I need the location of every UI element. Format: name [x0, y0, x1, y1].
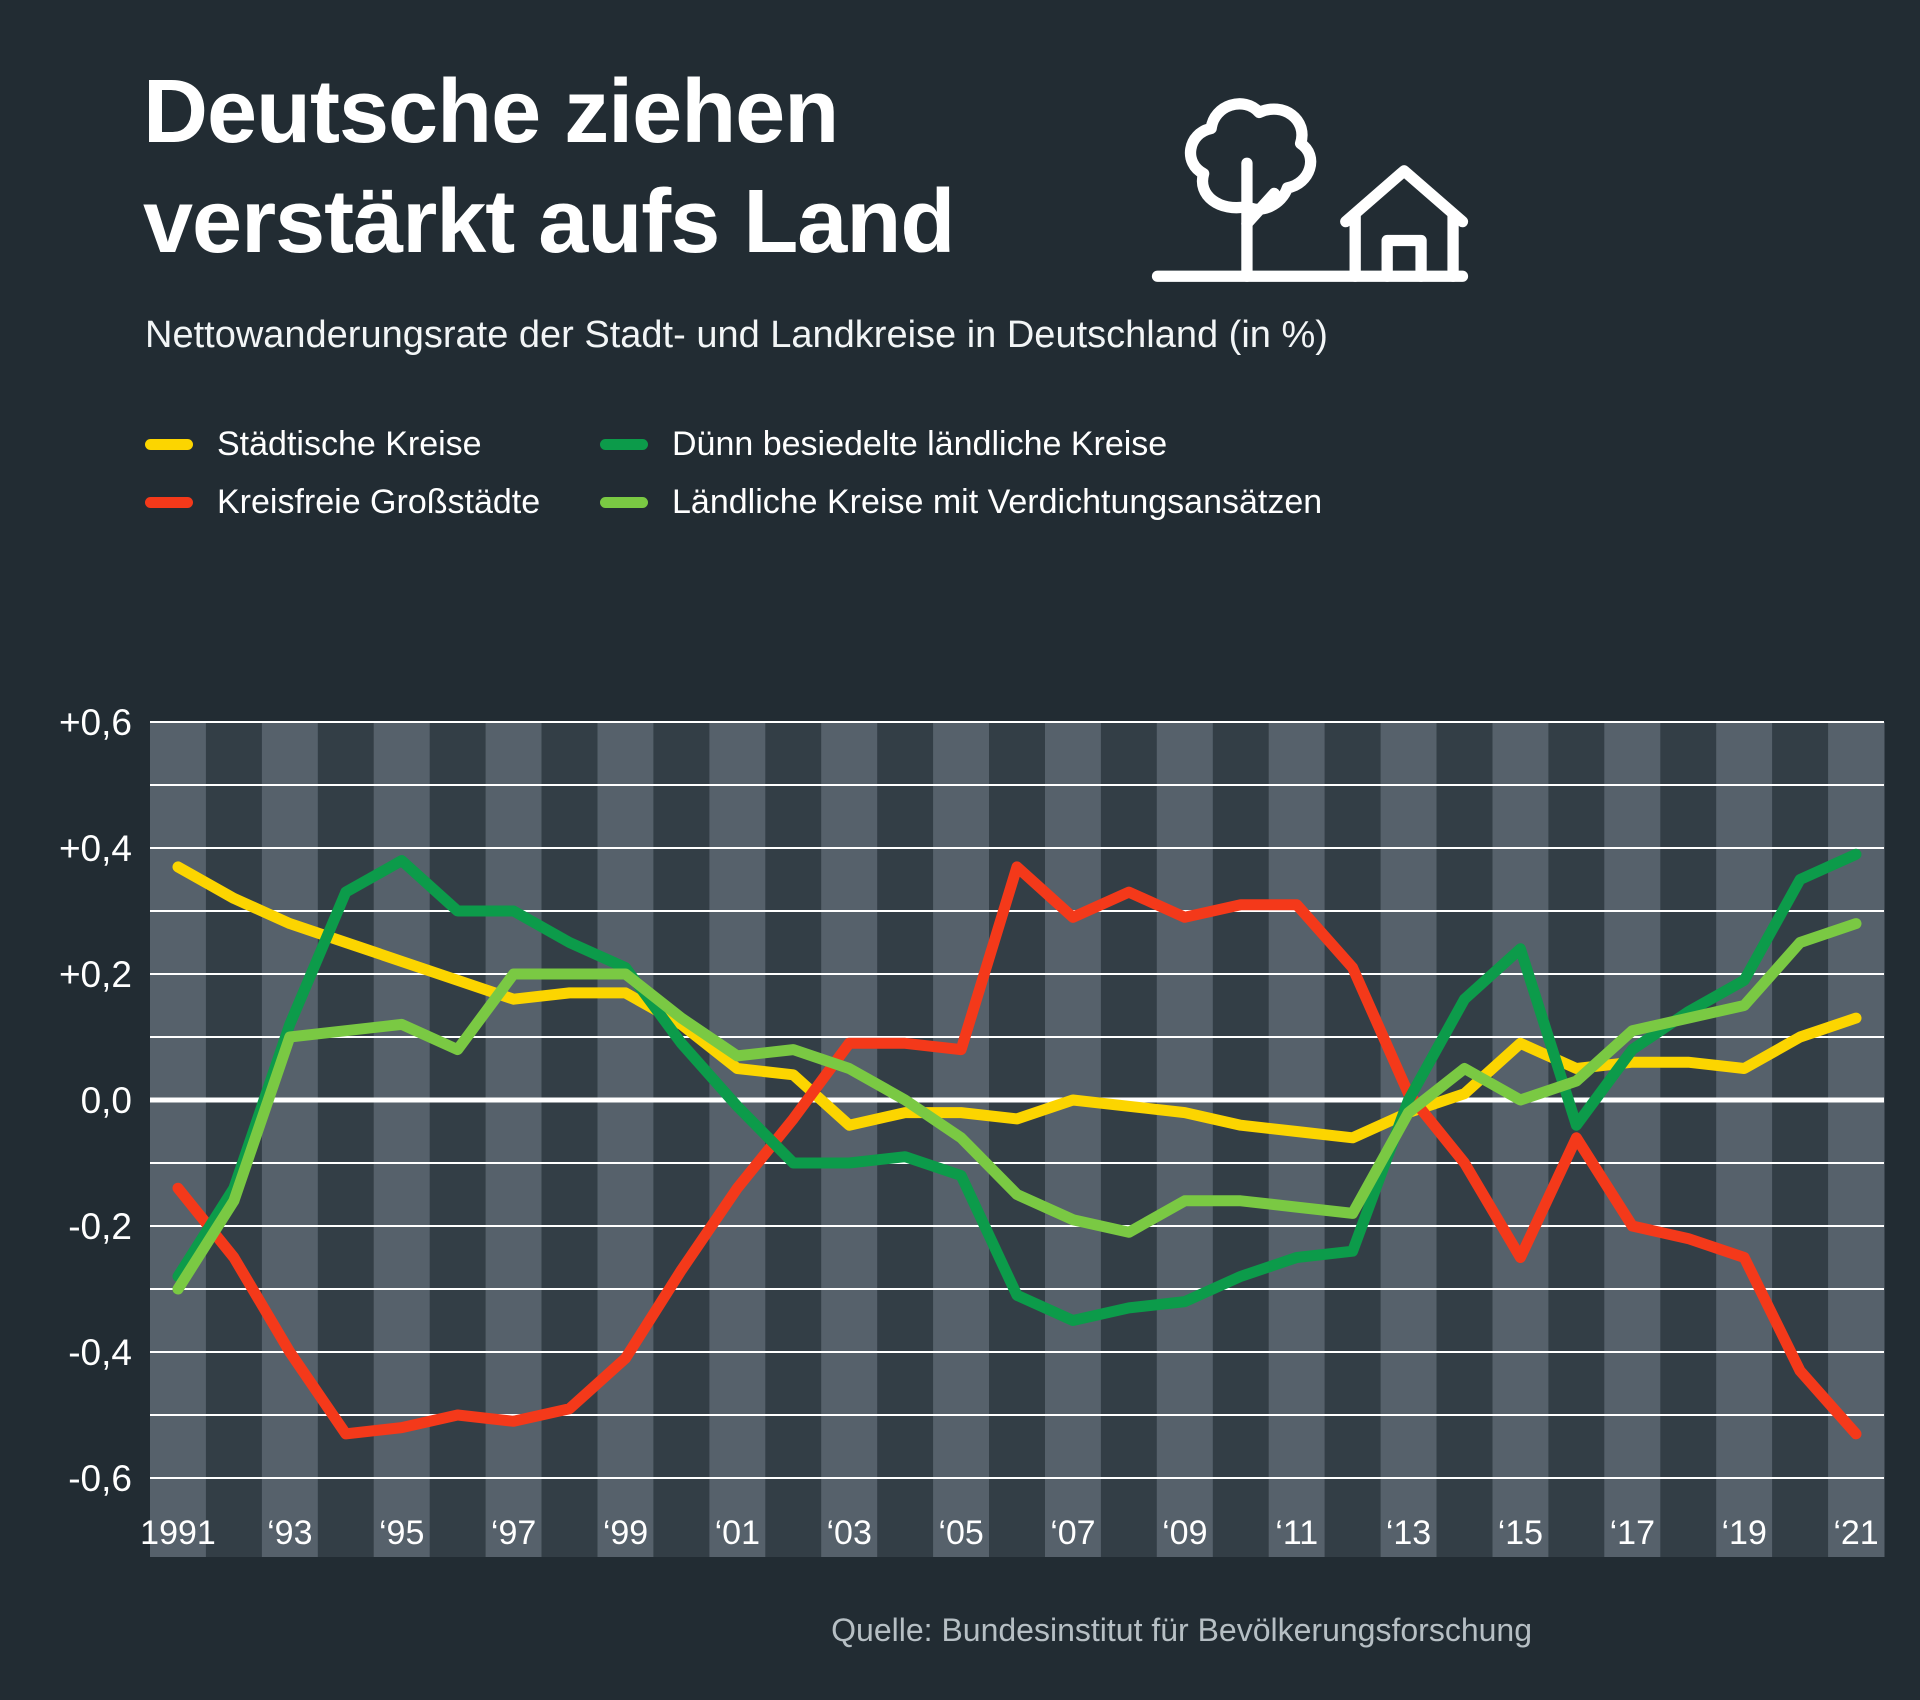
x-tick-label: ‘15: [1498, 1514, 1543, 1552]
legend-swatch-kreisfreie-grossstaedte: [145, 496, 193, 508]
year-stripe-2000: [653, 722, 710, 1557]
y-tick-label: -0,4: [68, 1332, 132, 1373]
year-stripe-1999: [597, 722, 654, 1557]
x-tick-label: ‘03: [827, 1514, 872, 1552]
y-tick-label: +0,4: [59, 828, 132, 869]
chart-line-staedtische-kreise: [172, 861, 1862, 1144]
x-tick-label: ‘01: [715, 1514, 760, 1552]
legend-swatch-duenn-besiedelte-laendliche-kreise: [600, 438, 648, 450]
legend-swatch-laendliche-kreise-mit-verdichtungsansaetzen: [600, 496, 648, 508]
chart-line-laendliche-kreise-mit-verdichtungsansaetzen: [172, 918, 1862, 1295]
x-tick-label: ‘13: [1386, 1514, 1431, 1552]
year-stripe-2020: [1772, 722, 1829, 1557]
year-stripe-2017: [1604, 722, 1661, 1557]
series-lines: [172, 848, 1862, 1440]
x-tick-label: ‘07: [1050, 1514, 1095, 1552]
x-tick-label: ‘19: [1722, 1514, 1767, 1552]
legend-label: Ländliche Kreise mit Verdichtungsansätze…: [672, 482, 1323, 521]
year-stripe-2010: [1212, 722, 1270, 1557]
y-tick-label: +0,2: [59, 954, 132, 995]
year-stripe-1993: [261, 722, 319, 1557]
year-stripe-2018: [1660, 722, 1717, 1557]
legend-item-staedtische-kreise: Städtische Kreise: [145, 420, 600, 468]
x-tick-label: ‘17: [1610, 1514, 1655, 1552]
title-line-1: Deutsche ziehen: [143, 62, 839, 162]
year-stripe-2019: [1716, 722, 1773, 1557]
year-stripe-2015: [1492, 722, 1549, 1557]
x-tick-label: ‘97: [491, 1514, 536, 1552]
year-stripe-2001: [709, 722, 766, 1557]
legend-label: Städtische Kreise: [217, 424, 482, 463]
legend-label: Kreisfreie Großstädte: [217, 482, 541, 521]
title-line-2: verstärkt aufs Land: [143, 171, 955, 272]
year-stripe-1991: [150, 722, 207, 1557]
x-tick-label: 1991: [140, 1514, 216, 1552]
x-axis-labels: 1991 ‘93 ‘95 ‘97 ‘99 ‘01 ‘03 ‘05 ‘07 ‘09 ‘11 ‘13 ‘15…: [140, 1514, 1879, 1552]
year-stripe-2004: [877, 722, 934, 1557]
page-title: Deutsche ziehen verstärkt aufs Land: [143, 58, 955, 278]
y-tick-label: +0,6: [59, 702, 132, 743]
tree-icon: [1184, 98, 1317, 282]
chart-legend: Städtische Kreise Kreisfreie Großstädte Dü…: [145, 420, 1322, 526]
y-axis-labels: +0,6 +0,4 +0,2 0,0 -0,2 -0,4 -0,6: [59, 702, 132, 1499]
legend-item-kreisfreie-grossstaedte: Kreisfreie Großstädte: [145, 478, 600, 526]
year-stripe-1994: [317, 722, 375, 1557]
x-tick-label: ‘09: [1162, 1514, 1207, 1552]
x-tick-label: ‘11: [1275, 1514, 1318, 1552]
year-stripe-2011: [1268, 722, 1326, 1557]
y-tick-label: -0,6: [68, 1458, 132, 1499]
x-tick-label: ‘95: [379, 1514, 424, 1552]
year-stripe-2008: [1100, 722, 1158, 1557]
chart-subtitle: Nettowanderungsrate der Stadt- und Landk…: [145, 314, 1328, 356]
tree-house-icon: [1150, 80, 1470, 288]
y-tick-label: -0,2: [68, 1206, 132, 1247]
year-stripe-2007: [1045, 722, 1102, 1557]
year-stripes: [150, 722, 1885, 1557]
x-tick-label: ‘21: [1833, 1514, 1878, 1552]
legend-label: Dünn besiedelte ländliche Kreise: [672, 424, 1168, 463]
year-stripe-2009: [1156, 722, 1214, 1557]
house-icon: [1340, 165, 1469, 282]
x-tick-label: ‘93: [267, 1514, 312, 1552]
chart-line-duenn-besiedelte-laendliche-kreise: [172, 848, 1862, 1326]
year-stripe-2006: [989, 722, 1046, 1557]
legend-item-laendliche-kreise-mit-verdichtungsansaetzen: Ländliche Kreise mit Verdichtungsansätze…: [600, 478, 1322, 526]
legend-swatch-staedtische-kreise: [145, 438, 193, 450]
chart-line-kreisfreie-grossstaedte: [172, 861, 1862, 1440]
x-tick-label: ‘99: [603, 1514, 648, 1552]
legend-item-duenn-besiedelte-laendliche-kreise: Dünn besiedelte ländliche Kreise: [600, 420, 1322, 468]
year-stripe-2003: [821, 722, 878, 1557]
y-tick-label: 0,0: [81, 1080, 132, 1121]
x-tick-label: ‘05: [938, 1514, 983, 1552]
source-credit: Quelle: Bundesinstitut für Bevölkerungsf…: [831, 1612, 1532, 1648]
